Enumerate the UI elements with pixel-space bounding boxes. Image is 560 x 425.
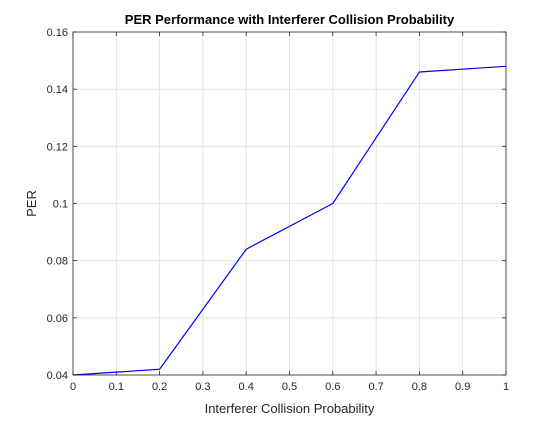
chart-title: PER Performance with Interferer Collisio…	[125, 12, 455, 27]
x-tick-label: 0.4	[239, 381, 254, 393]
x-tick-label: 0.5	[282, 381, 297, 393]
y-tick-label: 0.12	[47, 141, 68, 153]
tick-labels: 0 0.1 0.2 0.3 0.4 0.5 0.6 0.7 0.8 0.9 1 0.04 0.06 0.0…	[47, 27, 509, 393]
y-axis-label: PER	[24, 190, 39, 217]
y-tick-label: 0.14	[47, 84, 68, 96]
x-tick-label: 0.8	[412, 381, 427, 393]
x-tick-label: 0.1	[109, 381, 124, 393]
y-tick-label: 0.16	[47, 27, 68, 39]
x-tick-label: 0	[70, 381, 76, 393]
x-tick-label: 0.2	[152, 381, 167, 393]
y-tick-label: 0.04	[47, 370, 68, 382]
y-tick-label: 0.1	[53, 199, 68, 211]
x-tick-label: 1	[503, 381, 509, 393]
x-axis-label: Interferer Collision Probability	[205, 401, 375, 416]
y-tick-label: 0.08	[47, 256, 68, 268]
x-tick-label: 0.7	[368, 381, 383, 393]
x-tick-label: 0.6	[325, 381, 340, 393]
x-tick-label: 0.9	[455, 381, 470, 393]
y-tick-label: 0.06	[47, 313, 68, 325]
x-tick-label: 0.3	[195, 381, 210, 393]
ticks	[72, 31, 507, 376]
